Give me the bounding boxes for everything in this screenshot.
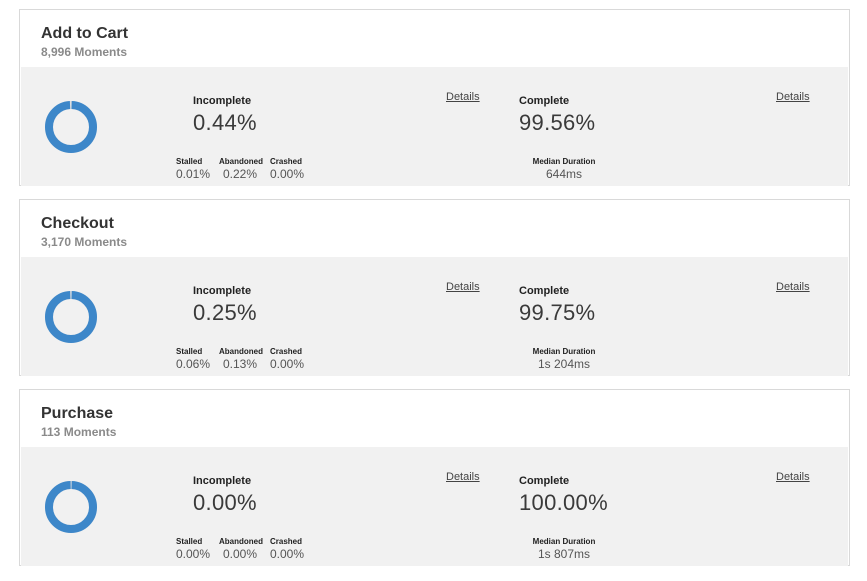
completion-donut-chart — [45, 101, 97, 153]
complete-label: Complete — [519, 285, 570, 297]
card-title: Purchase — [41, 405, 114, 422]
abandoned-label: Abandoned — [219, 347, 263, 356]
median-duration-value: 1s 204ms — [537, 357, 591, 371]
donut-complete-arc — [45, 291, 97, 343]
median-duration-value: 1s 807ms — [537, 547, 591, 561]
crashed-label: Crashed — [270, 157, 303, 166]
stalled-label: Stalled — [176, 347, 203, 356]
abandoned-value: 0.22% — [223, 167, 258, 181]
moments-count: 3,170 Moments — [41, 235, 128, 249]
stats-panel: Incomplete 0.44% Details Stalled 0.01% A… — [21, 67, 848, 186]
stats-panel: Incomplete 0.25% Details Stalled 0.06% A… — [21, 257, 848, 376]
abandoned-label: Abandoned — [219, 537, 263, 546]
stalled-label: Stalled — [176, 537, 203, 546]
incomplete-details-link[interactable]: Details — [446, 471, 480, 483]
moments-count: 8,996 Moments — [41, 45, 128, 59]
complete-details-link[interactable]: Details — [776, 91, 810, 103]
complete-percent: 99.75% — [519, 300, 596, 325]
abandoned-value: 0.13% — [223, 357, 258, 371]
complete-details-link[interactable]: Details — [776, 281, 810, 293]
stalled-value: 0.00% — [176, 547, 211, 561]
crashed-value: 0.00% — [270, 357, 305, 371]
complete-details-link[interactable]: Details — [776, 471, 810, 483]
incomplete-label: Incomplete — [193, 475, 252, 487]
crashed-label: Crashed — [270, 347, 303, 356]
completion-donut-chart — [45, 291, 97, 343]
incomplete-details-link[interactable]: Details — [446, 281, 480, 293]
complete-label: Complete — [519, 95, 570, 107]
incomplete-details-link[interactable]: Details — [446, 91, 480, 103]
incomplete-percent: 0.25% — [193, 300, 257, 325]
abandoned-label: Abandoned — [219, 157, 263, 166]
abandoned-value: 0.00% — [223, 547, 258, 561]
card-title: Add to Cart — [41, 25, 129, 42]
stalled-value: 0.06% — [176, 357, 211, 371]
card-title: Checkout — [41, 215, 114, 232]
crashed-value: 0.00% — [270, 167, 305, 181]
moment-card-checkout: Checkout 3,170 Moments Incomplete 0.25% … — [19, 199, 850, 376]
complete-label: Complete — [519, 475, 570, 487]
incomplete-percent: 0.00% — [193, 490, 257, 515]
incomplete-percent: 0.44% — [193, 110, 257, 135]
stalled-label: Stalled — [176, 157, 203, 166]
donut-complete-arc — [45, 481, 97, 533]
incomplete-label: Incomplete — [193, 95, 252, 107]
complete-percent: 100.00% — [519, 490, 608, 515]
stalled-value: 0.01% — [176, 167, 211, 181]
donut-complete-arc — [45, 101, 97, 153]
median-duration-label: Median Duration — [532, 157, 596, 166]
median-duration-label: Median Duration — [532, 347, 596, 356]
crashed-label: Crashed — [270, 537, 303, 546]
complete-percent: 99.56% — [519, 110, 596, 135]
median-duration-label: Median Duration — [532, 537, 596, 546]
stats-panel: Incomplete 0.00% Details Stalled 0.00% A… — [21, 447, 848, 566]
moment-card-purchase: Purchase 113 Moments Incomplete 0.00% De… — [19, 389, 850, 566]
median-duration-value: 644ms — [545, 167, 583, 181]
crashed-value: 0.00% — [270, 547, 305, 561]
incomplete-label: Incomplete — [193, 285, 252, 297]
moments-count: 113 Moments — [41, 425, 117, 439]
moment-card-add-to-cart: Add to Cart 8,996 Moments Incomplete 0.4… — [19, 9, 850, 186]
completion-donut-chart — [45, 481, 97, 533]
